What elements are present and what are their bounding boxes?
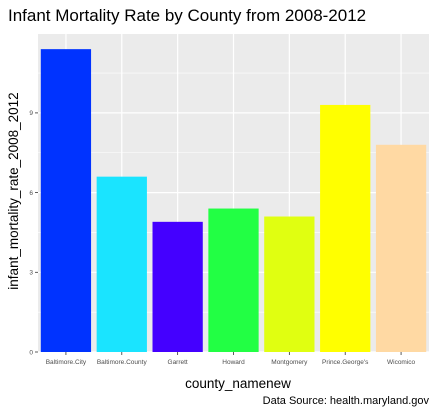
chart-title: Infant Mortality Rate by County from 200…	[8, 6, 366, 25]
bar	[208, 208, 259, 352]
bar	[320, 104, 371, 352]
y-tick-label: 0	[29, 349, 33, 356]
y-tick-label: 9	[29, 110, 33, 117]
bar	[152, 221, 203, 352]
bars	[40, 49, 427, 353]
x-tick-label: Prince.George's	[322, 359, 369, 366]
bar	[264, 216, 315, 352]
bar	[96, 176, 147, 352]
y-tick-label: 6	[29, 190, 33, 197]
bar	[375, 144, 427, 352]
x-tick-label: Wicomico	[387, 359, 416, 366]
x-axis-title: county_namenew	[185, 376, 291, 391]
y-tick-label: 3	[29, 270, 33, 277]
x-axis: Baltimore.City Baltimore.County Garrett How…	[46, 352, 416, 366]
y-axis-title: infant_mortality_rate_2008_2012	[6, 92, 21, 289]
x-tick-label: Howard	[222, 359, 245, 366]
y-axis: 0 3 6 9	[29, 110, 38, 356]
x-tick-label: Garrett	[168, 359, 188, 366]
bar	[40, 49, 92, 353]
x-tick-label: Baltimore.County	[97, 359, 148, 366]
x-tick-label: Montgomery	[271, 359, 308, 366]
x-tick-label: Baltimore.City	[46, 359, 87, 366]
data-source-caption: Data Source: health.maryland.gov	[263, 395, 430, 407]
